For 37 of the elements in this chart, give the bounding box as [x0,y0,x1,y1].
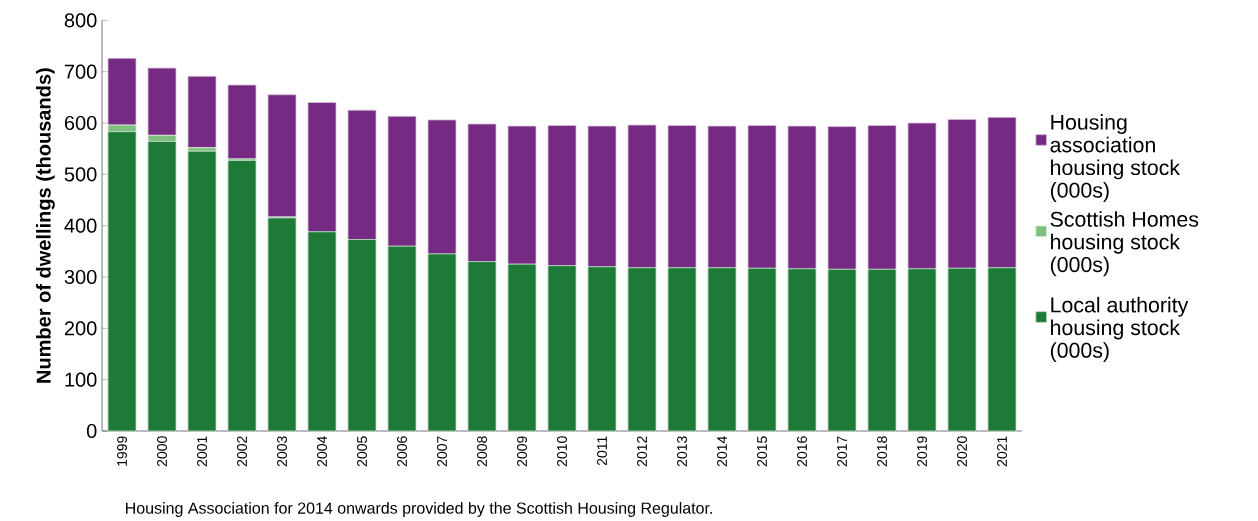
y-tick-label: 500 [64,167,97,182]
legend-label: Scottish Homes housing stock (000s) [1050,210,1199,277]
x-tick-label: 2021 [997,436,1007,466]
y-tick-label: 300 [64,269,97,284]
x-tick-label: 2008 [477,436,487,466]
x-tick-label: 2004 [317,435,327,466]
x-tick-label: 2019 [917,436,927,466]
x-tick-label: 1999 [117,436,127,466]
x-tick-label: 2018 [877,436,887,466]
y-axis-title: Number of dwellings (thousands) [36,68,55,383]
x-tick-label: 2017 [837,436,847,466]
legend-label: Local authority housing stock (000s) [1050,296,1189,362]
x-tick-label: 2002 [237,436,247,466]
x-tick-label: 2010 [557,436,567,466]
x-tick-label: 2001 [197,436,207,466]
x-tick-label: 2016 [797,436,807,466]
x-tick-label: 2003 [277,436,287,466]
x-tick-label: 2005 [357,436,367,466]
x-tick-label: 2013 [677,436,687,466]
y-tick-label: 200 [64,321,97,336]
x-tick-label: 2006 [397,436,407,466]
x-tick-label: 2009 [517,436,527,466]
x-tick-label: 2011 [597,436,607,465]
legend-label: Housing association housing stock (000s) [1050,113,1181,202]
text: Housing Association for 2014 onwards provided by the Scottish Housing Regulator. [126,501,712,517]
x-tick-label: 2020 [957,436,967,466]
x-tick-label: 2012 [637,436,647,466]
y-tick-label: 700 [64,64,97,79]
x-tick-label: 2000 [157,436,167,466]
y-tick-label: 400 [64,218,97,233]
y-tick-label: 600 [64,115,97,130]
x-tick-label: 2015 [757,436,767,466]
y-tick-label: 0 [86,423,97,438]
y-tick-label: 800 [64,13,97,28]
x-tick-label: 2014 [717,435,727,466]
y-tick-label: 100 [65,372,97,387]
x-tick-label: 2007 [437,436,447,466]
